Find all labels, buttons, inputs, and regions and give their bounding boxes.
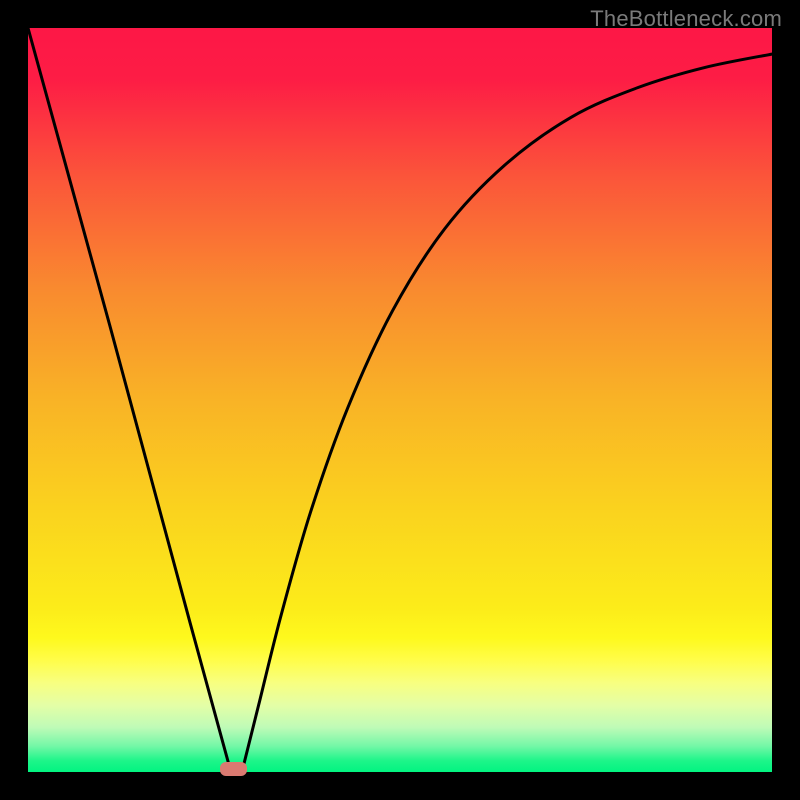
chart-svg (28, 28, 772, 772)
chart-plot-area (28, 28, 772, 772)
minimum-marker (220, 762, 248, 775)
watermark-text: TheBottleneck.com (590, 6, 782, 32)
chart-gradient-background (28, 28, 772, 772)
